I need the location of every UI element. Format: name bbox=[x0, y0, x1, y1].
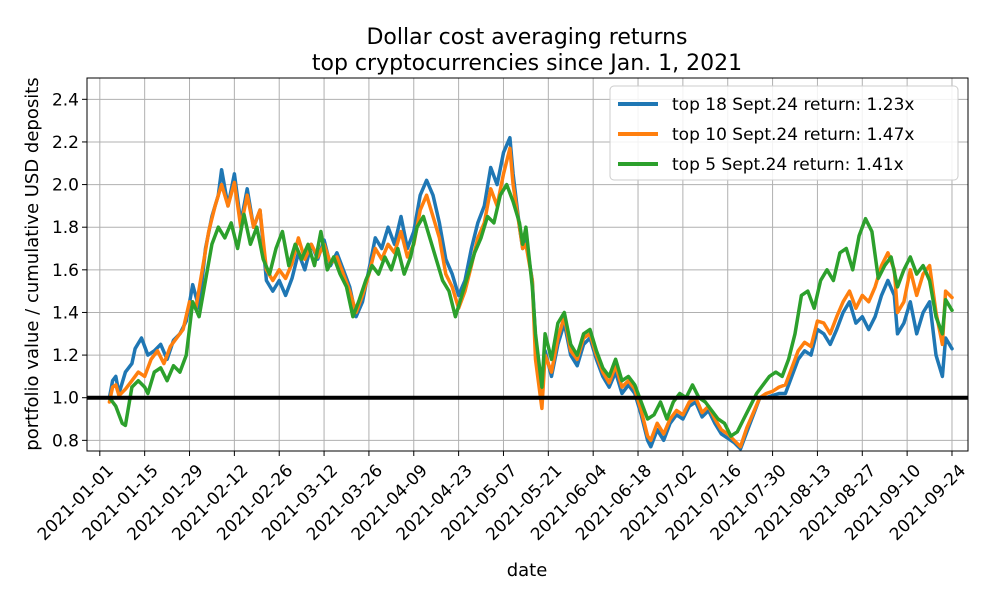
y-tick-label: 1.2 bbox=[52, 346, 79, 366]
y-tick-label: 2.4 bbox=[52, 90, 79, 110]
x-axis-label: date bbox=[507, 560, 548, 581]
legend: top 18 Sept.24 return: 1.23x top 10 Sept.… bbox=[609, 85, 959, 181]
chart-subtitle: top cryptocurrencies since Jan. 1, 2021 bbox=[312, 51, 742, 76]
legend-label: top 18 Sept.24 return: 1.23x bbox=[672, 95, 914, 115]
y-axis-label: portfolio value / cumulative USD deposit… bbox=[22, 77, 43, 450]
y-tick-label: 1.4 bbox=[52, 303, 79, 323]
y-tick-label: 2.2 bbox=[52, 133, 79, 153]
x-tick-layer: 2021-01-012021-01-152021-01-292021-02-12… bbox=[34, 451, 970, 545]
series-line-2 bbox=[107, 146, 954, 449]
y-tick-label: 0.8 bbox=[52, 431, 79, 451]
legend-box bbox=[609, 85, 959, 181]
y-tick-layer: 0.8 1.0 1.2 1.4 1.6 1.8 2.0 2.2 2.4 bbox=[52, 90, 87, 451]
y-tick-label: 1.8 bbox=[52, 218, 79, 238]
chart-title: Dollar cost averaging returns bbox=[366, 25, 687, 50]
y-tick-label: 1.0 bbox=[52, 389, 79, 409]
legend-label: top 10 Sept.24 return: 1.47x bbox=[672, 125, 914, 145]
series-line-3 bbox=[107, 182, 954, 438]
legend-label: top 5 Sept.24 return: 1.41x bbox=[672, 155, 904, 175]
y-tick-label: 1.6 bbox=[52, 261, 79, 281]
y-tick-label: 2.0 bbox=[52, 176, 79, 196]
plot-frame bbox=[86, 77, 969, 452]
series-layer bbox=[107, 135, 954, 451]
